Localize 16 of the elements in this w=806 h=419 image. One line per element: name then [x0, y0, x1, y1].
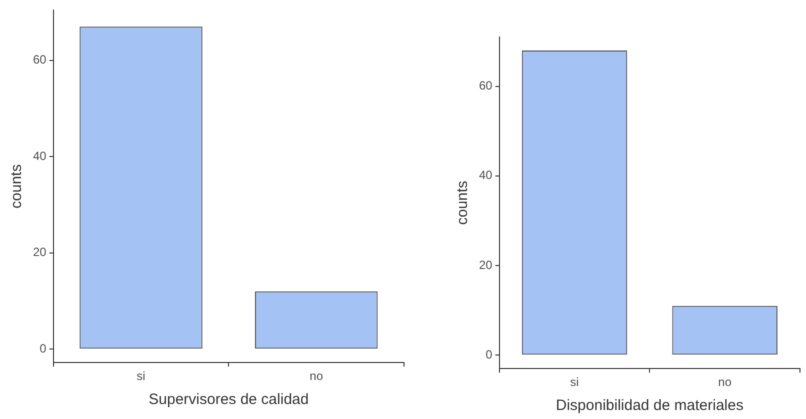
y-tick-label: 20 — [478, 258, 493, 272]
y-tick-label: 40 — [32, 148, 47, 163]
x-tick-label: si — [136, 369, 146, 384]
y-tick-label: 60 — [32, 52, 47, 67]
x-axis-title: Disponibilidad de materiales — [556, 397, 744, 414]
x-tick-label: no — [310, 369, 324, 384]
y-tick-label: 0 — [486, 347, 493, 362]
y-tick-label: 20 — [32, 245, 47, 260]
y-tick-label: 40 — [478, 168, 493, 182]
y-axis-title: counts — [8, 164, 26, 208]
x-tick-label: no — [718, 375, 732, 390]
y-axis-title: counts — [454, 180, 472, 225]
y-tick-label: 0 — [40, 341, 47, 356]
x-tick-label: si — [570, 375, 579, 390]
x-axis-title: Supervisores de calidad — [148, 391, 309, 408]
y-tick-label: 60 — [478, 78, 493, 93]
